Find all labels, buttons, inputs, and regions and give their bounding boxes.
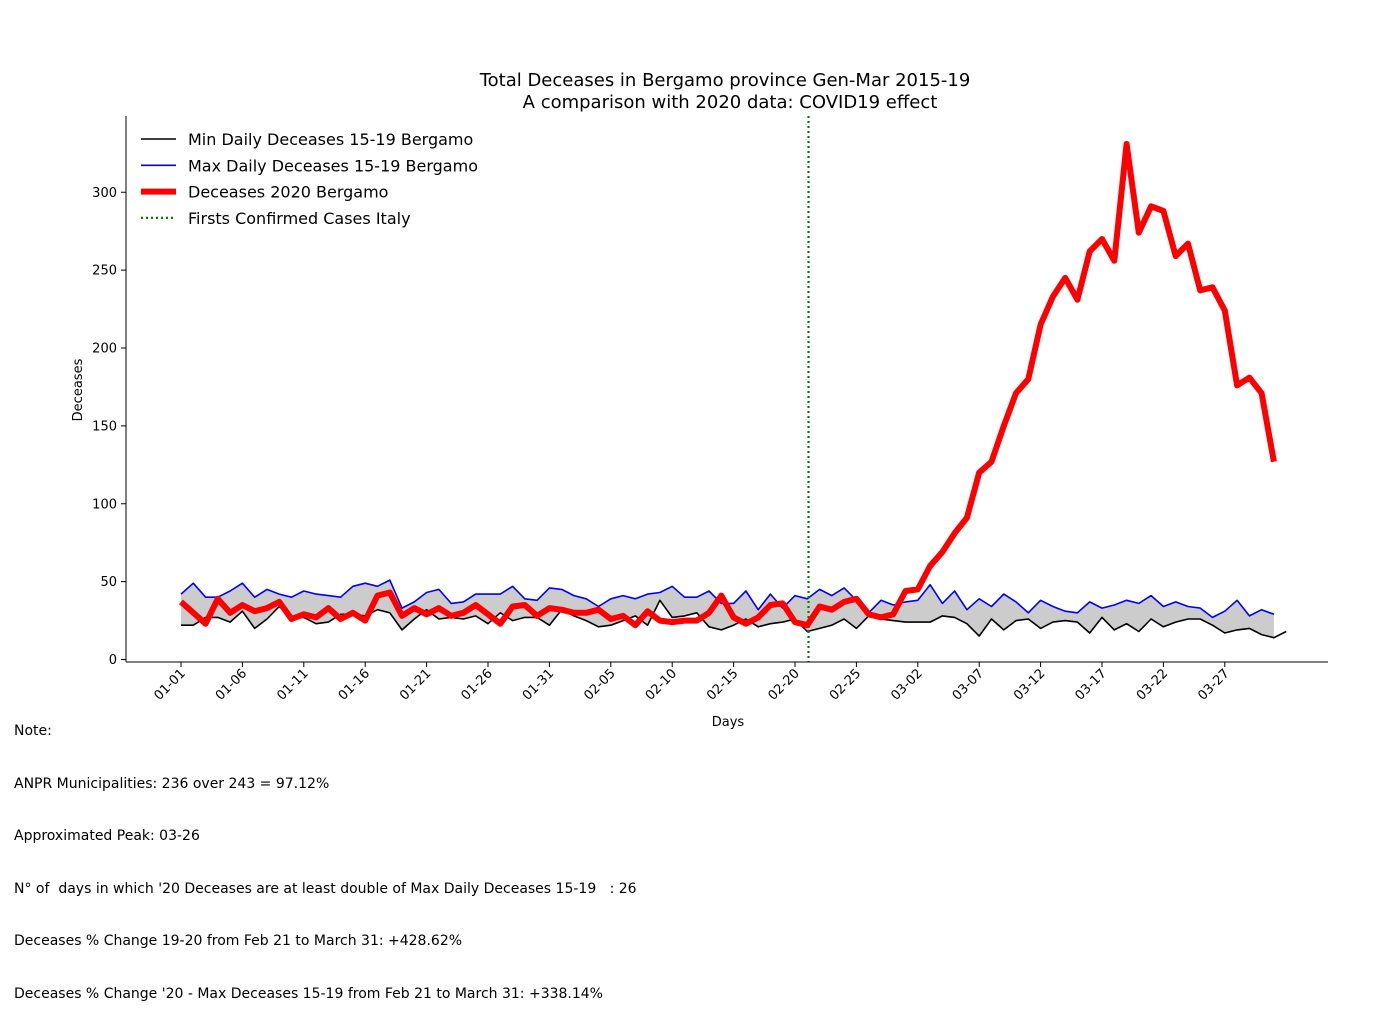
x-tick-label: 03-27	[1195, 666, 1232, 703]
y-tick-label: 300	[92, 186, 117, 201]
x-tick-label: 02-25	[827, 666, 864, 703]
notes-heading: Note:	[14, 723, 52, 739]
series-2020-line	[179, 141, 1277, 629]
y-tick-label: 200	[92, 342, 117, 357]
chart-subtitle: A comparison with 2020 data: COVID19 eff…	[523, 92, 938, 113]
legend: Min Daily Deceases 15-19 Bergamo Max Dail…	[141, 130, 478, 228]
x-tick-label: 03-02	[888, 666, 925, 703]
chart-title: Total Deceases in Bergamo province Gen-M…	[479, 70, 971, 91]
legend-label: Min Daily Deceases 15-19 Bergamo	[188, 130, 473, 149]
y-tick-label: 50	[100, 575, 117, 590]
x-tick-label: 03-12	[1011, 666, 1048, 703]
legend-label: Firsts Confirmed Cases Italy	[188, 209, 411, 228]
x-tick-label: 03-22	[1134, 666, 1171, 703]
notes-change-19-20: Deceases % Change 19-20 from Feb 21 to M…	[14, 933, 463, 949]
y-tick-label: 150	[92, 419, 117, 434]
y-tick-label: 0	[109, 653, 117, 668]
notes-municipalities: ANPR Municipalities: 236 over 243 = 97.1…	[14, 775, 330, 792]
x-tick-label: 02-20	[766, 666, 803, 703]
legend-label: Max Daily Deceases 15-19 Bergamo	[188, 156, 478, 175]
y-tick-label: 100	[92, 497, 117, 512]
x-tick-label: 03-07	[950, 666, 987, 703]
y-tick-label: 250	[92, 264, 117, 279]
x-axis-label: Days	[712, 715, 745, 730]
x-tick-label: 02-15	[704, 666, 741, 703]
notes-change-max: Deceases % Change '20 - Max Deceases 15-…	[14, 985, 603, 1002]
y-axis-label: Deceases	[71, 358, 86, 421]
notes-double-days: N° of days in which '20 Deceases are at …	[14, 880, 637, 897]
legend-label: Deceases 2020 Bergamo	[188, 183, 388, 202]
notes-peak: Approximated Peak: 03-26	[14, 828, 200, 844]
notes-block: Note: ANPR Municipalities: 236 over 243 …	[14, 688, 637, 1021]
chart: Total Deceases in Bergamo province Gen-M…	[71, 70, 1328, 730]
x-tick-label: 03-17	[1073, 666, 1110, 703]
x-tick-label: 02-10	[643, 666, 680, 703]
